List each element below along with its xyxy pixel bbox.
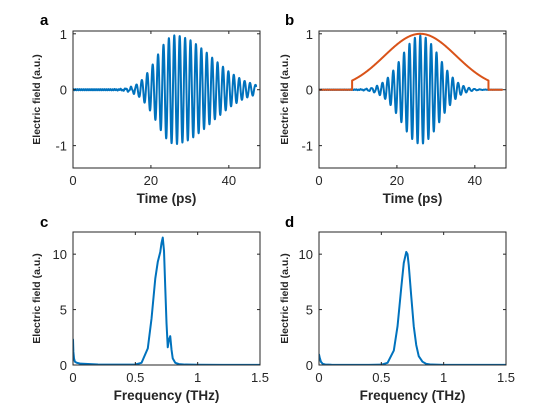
panel-label-c: c [40,214,48,231]
x-tick-label-d-2: 1 [440,370,447,385]
plot-area-d [319,250,506,365]
plot-area-a [73,34,258,145]
x-axis-label-c: Frequency (THz) [114,388,220,403]
y-tick-label-c-0: 0 [60,358,67,373]
y-tick-label-a-1: 0 [60,83,67,98]
panel-label-a: a [40,12,49,29]
x-tick-label-d-0: 0 [315,370,322,385]
y-tick-label-b-2: 1 [306,27,313,42]
plot-area-c [73,236,260,365]
series-line-a-1 [73,34,258,145]
y-tick-label-a-2: 1 [60,27,67,42]
x-tick-label-a-1: 20 [144,173,158,188]
x-tick-label-d-1: 0.5 [372,370,390,385]
x-tick-label-c-3: 1.5 [251,370,269,385]
axes-box-a [72,30,261,169]
panel-a: 0 20 40 -1 0 1 Time (ps) Electric field (a.u.) a [31,12,261,206]
y-tick-label-b-0: -1 [301,139,313,154]
panel-d: 0 0.5 1 1.5 0 5 10 Frequency (THz) Electric fiel… [279,214,515,403]
series-line-c-1 [73,236,260,365]
x-tick-label-a-0: 0 [69,173,76,188]
x-tick-label-b-1: 20 [390,173,404,188]
y-tick-label-d-1: 5 [306,303,313,318]
series-line-d-1 [319,250,506,365]
axes-box-d [318,231,507,366]
x-tick-label-d-3: 1.5 [497,370,515,385]
x-tick-label-c-1: 0.5 [126,370,144,385]
y-tick-label-a-0: -1 [55,139,67,154]
plot-area-b [319,32,504,145]
panel-b: 0 20 40 -1 0 1 Time (ps) Electric field (a.u.) b [279,12,507,206]
panel-c: 0 0.5 1 1.5 0 5 10 Frequency (THz) Electric fiel… [31,214,269,403]
x-tick-label-b-2: 40 [468,173,482,188]
x-axis-label-d: Frequency (THz) [360,388,466,403]
y-axis-label-c: Electric field (a.u.) [31,253,43,343]
panel-label-d: d [285,214,294,231]
y-axis-label-d: Electric field (a.u.) [279,253,291,343]
x-axis-label-b: Time (ps) [383,191,443,206]
y-tick-label-b-1: 0 [306,83,313,98]
x-tick-label-a-2: 40 [222,173,236,188]
x-tick-label-c-0: 0 [69,370,76,385]
y-tick-label-d-0: 0 [306,358,313,373]
axes-box-c [72,231,261,366]
y-tick-label-c-1: 5 [60,303,67,318]
x-axis-label-a: Time (ps) [137,191,197,206]
x-tick-label-b-0: 0 [315,173,322,188]
axes-box-b [318,30,507,169]
panel-label-b: b [285,12,294,29]
x-tick-label-c-2: 1 [194,370,201,385]
y-tick-label-c-2: 10 [53,247,67,262]
y-axis-label-a: Electric field (a.u.) [31,54,43,144]
y-axis-label-b: Electric field (a.u.) [279,54,291,144]
series-line-b-2 [319,32,504,91]
y-tick-label-d-2: 10 [299,247,313,262]
